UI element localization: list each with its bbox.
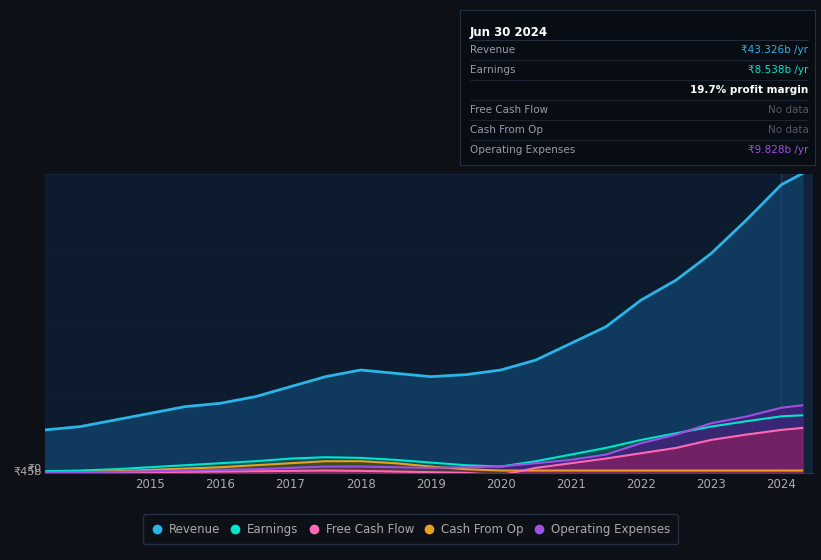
- Text: ₹8.538b /yr: ₹8.538b /yr: [748, 66, 809, 75]
- Text: ₹45b: ₹45b: [13, 466, 41, 477]
- Text: Cash From Op: Cash From Op: [470, 125, 543, 136]
- Text: No data: No data: [768, 105, 809, 115]
- Text: Free Cash Flow: Free Cash Flow: [470, 105, 548, 115]
- Text: Jun 30 2024: Jun 30 2024: [470, 26, 548, 39]
- Bar: [782, 174, 813, 473]
- Text: ₹0: ₹0: [27, 463, 41, 473]
- Text: ₹9.828b /yr: ₹9.828b /yr: [748, 146, 809, 156]
- Text: No data: No data: [768, 125, 809, 136]
- Legend: Revenue, Earnings, Free Cash Flow, Cash From Op, Operating Expenses: Revenue, Earnings, Free Cash Flow, Cash …: [143, 515, 678, 544]
- Text: Revenue: Revenue: [470, 45, 515, 55]
- Text: 19.7% profit margin: 19.7% profit margin: [690, 85, 809, 95]
- Text: Earnings: Earnings: [470, 66, 516, 75]
- Text: Operating Expenses: Operating Expenses: [470, 146, 575, 156]
- Text: ₹43.326b /yr: ₹43.326b /yr: [741, 45, 809, 55]
